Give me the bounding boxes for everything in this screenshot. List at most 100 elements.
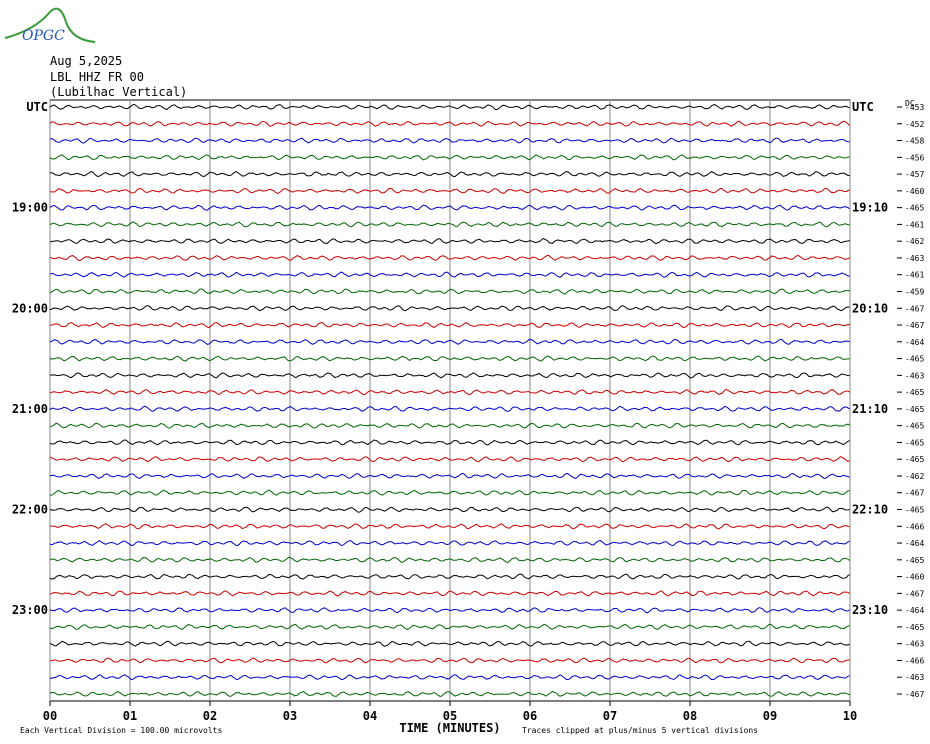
trace	[49, 254, 850, 262]
row-label-left: 19:00	[12, 201, 48, 215]
dc-offset: -462	[905, 237, 924, 246]
location: (Lubilhac Vertical)	[50, 85, 187, 99]
trace	[49, 590, 850, 597]
dc-offset: -467	[905, 321, 924, 330]
trace	[49, 120, 850, 127]
dc-offset: -465	[905, 506, 924, 515]
dc-offset: -460	[905, 573, 924, 582]
trace	[49, 657, 850, 664]
dc-offset: -463	[905, 673, 924, 682]
trace	[49, 154, 850, 161]
logo-curve	[4, 7, 96, 43]
row-label-right: UTC	[852, 100, 874, 114]
station: LBL HHZ FR 00	[50, 70, 144, 84]
row-label-left: 23:00	[12, 603, 48, 617]
trace	[49, 372, 850, 379]
x-tick-label: 05	[443, 709, 457, 723]
dc-offset: -464	[905, 539, 924, 548]
trace	[49, 607, 850, 614]
x-tick-label: 08	[683, 709, 697, 723]
trace	[49, 204, 850, 211]
x-tick-label: 00	[43, 709, 57, 723]
trace	[49, 456, 850, 463]
dc-offset: -465	[905, 355, 924, 364]
dc-offset: -465	[905, 204, 924, 213]
dc-offset: -457	[905, 170, 924, 179]
dc-offset: -467	[905, 489, 924, 498]
logo-text: OPGC	[22, 28, 65, 44]
dc-offset: -467	[905, 589, 924, 598]
row-label-right: 23:10	[852, 603, 888, 617]
dc-offset: -467	[905, 304, 924, 313]
x-tick-label: 07	[603, 709, 617, 723]
dc-offset: -466	[905, 656, 924, 665]
dc-offset: -460	[905, 187, 924, 196]
trace	[49, 540, 850, 547]
trace	[49, 355, 850, 362]
date: Aug 5,2025	[50, 54, 122, 68]
dc-offset: -453	[905, 103, 924, 112]
row-label-left: 21:00	[12, 402, 48, 416]
trace	[49, 238, 850, 245]
x-axis-label: TIME (MINUTES)	[399, 721, 500, 735]
trace	[49, 623, 850, 631]
trace	[49, 187, 850, 195]
trace	[49, 405, 850, 412]
dc-offset: -465	[905, 438, 924, 447]
trace	[49, 271, 850, 278]
trace	[49, 305, 850, 312]
row-label-right: 19:10	[852, 201, 888, 215]
trace	[49, 338, 850, 345]
dc-offset: -465	[905, 388, 924, 397]
dc-offset: -461	[905, 271, 924, 280]
trace	[49, 221, 850, 228]
dc-offset: -452	[905, 120, 924, 129]
dc-offset: -463	[905, 371, 924, 380]
trace	[49, 556, 850, 564]
dc-offset: -462	[905, 472, 924, 481]
row-label-right: 20:10	[852, 301, 888, 315]
trace	[49, 640, 850, 647]
dc-offset: -465	[905, 455, 924, 464]
row-label-left: 22:00	[12, 503, 48, 517]
x-tick-label: 10	[843, 709, 857, 723]
dc-offset: -467	[905, 690, 924, 699]
row-label-left: 20:00	[12, 301, 48, 315]
dc-offset: -465	[905, 556, 924, 565]
dc-offset: -465	[905, 623, 924, 632]
trace	[49, 422, 850, 429]
x-tick-label: 01	[123, 709, 137, 723]
dc-offset: -465	[905, 422, 924, 431]
x-tick-label: 02	[203, 709, 217, 723]
footnote: Traces clipped at plus/minus 5 vertical …	[522, 726, 758, 735]
footnote: Each Vertical Division = 100.00 microvol…	[20, 726, 222, 735]
row-label-right: 21:10	[852, 402, 888, 416]
x-tick-label: 03	[283, 709, 297, 723]
trace	[49, 472, 850, 479]
trace	[49, 103, 850, 111]
dc-offset: -463	[905, 640, 924, 649]
trace	[49, 388, 850, 396]
trace	[49, 489, 850, 496]
dc-offset: -461	[905, 220, 924, 229]
trace	[49, 573, 850, 580]
trace	[49, 506, 850, 513]
row-label-left: UTC	[26, 100, 48, 114]
dc-label: DC	[905, 99, 915, 108]
x-tick-label: 04	[363, 709, 377, 723]
dc-offset: -463	[905, 254, 924, 263]
dc-offset: -464	[905, 606, 924, 615]
dc-offset: -466	[905, 522, 924, 531]
trace	[49, 137, 850, 144]
trace	[49, 674, 850, 681]
x-tick-label: 06	[523, 709, 537, 723]
row-label-right: 22:10	[852, 503, 888, 517]
dc-offset: -458	[905, 137, 924, 146]
trace	[49, 690, 850, 697]
trace	[49, 523, 850, 530]
trace	[49, 170, 850, 178]
trace	[49, 288, 850, 295]
dc-offset: -459	[905, 287, 924, 296]
